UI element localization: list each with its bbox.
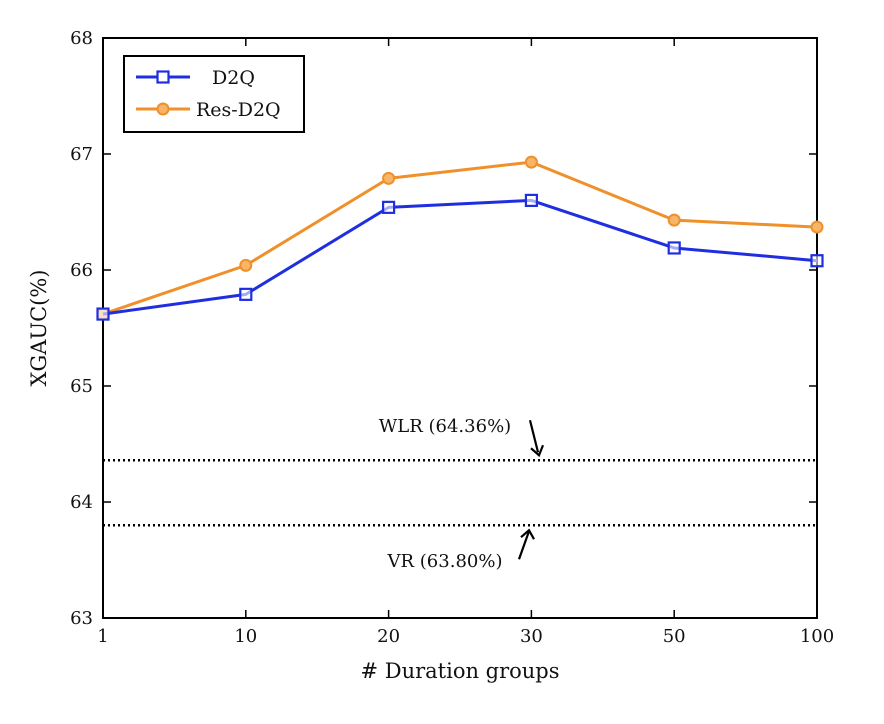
legend-marker-circle: [156, 102, 170, 116]
annotation-arrow: [528, 419, 540, 453]
data-point-d2q: [96, 307, 110, 321]
x-tick-label: 20: [377, 626, 400, 647]
annotation-arrow: [517, 530, 531, 560]
series-d2q: [96, 193, 824, 321]
series-res-d2q: [96, 155, 824, 321]
data-point-d2q: [810, 254, 824, 268]
x-tick-label: 50: [663, 626, 686, 647]
data-point-d2q: [667, 241, 681, 255]
reference-lines: WLR (64.36%) VR (63.80%): [103, 416, 817, 572]
plot-area-frame: [102, 37, 818, 619]
y-tick-label: 63: [70, 608, 93, 629]
x-tick-label: 30: [520, 626, 543, 647]
data-point-d2q: [239, 287, 253, 301]
series-line-res-d2q: [102, 160, 818, 316]
legend-box: [123, 55, 305, 133]
annotation-arrowhead: [520, 528, 535, 540]
x-tick-label: 1: [97, 626, 108, 647]
series-layer: [96, 155, 824, 321]
y-axis-ticks: 63 64 65 66 67 68: [70, 28, 817, 629]
legend-items: D2Q Res-D2Q: [136, 67, 281, 121]
reference-label-wlr: WLR (64.36%): [379, 416, 511, 437]
y-tick-label: 64: [70, 492, 93, 513]
x-axis-label: # Duration groups: [360, 659, 559, 683]
y-tick-label: 68: [70, 28, 93, 49]
y-axis-label: XGAUC(%): [27, 270, 51, 387]
annotation-arrowhead: [530, 444, 545, 458]
data-point-res-d2q: [810, 220, 824, 234]
y-tick-label: 65: [70, 376, 93, 397]
x-tick-label: 10: [234, 626, 257, 647]
legend-label: Res-D2Q: [196, 99, 281, 121]
data-point-res-d2q: [667, 213, 681, 227]
data-point-d2q: [524, 193, 539, 207]
data-point-res-d2q: [239, 258, 253, 272]
y-tick-label: 67: [70, 144, 93, 165]
legend-item-res-d2q: Res-D2Q: [136, 99, 281, 121]
x-tick-label: 100: [800, 626, 834, 647]
legend: D2Q Res-D2Q: [123, 55, 305, 133]
legend-label: D2Q: [212, 67, 255, 89]
x-axis-ticks: 1 10 20 30 50 100: [97, 38, 834, 647]
legend-marker-square: [156, 70, 170, 84]
series-line-d2q: [102, 198, 818, 316]
data-point-d2q: [382, 200, 396, 214]
y-tick-label: 66: [70, 260, 93, 281]
legend-item-d2q: D2Q: [136, 67, 255, 89]
data-point-res-d2q: [382, 171, 396, 185]
data-point-res-d2q: [524, 155, 538, 169]
reference-label-vr: VR (63.80%): [387, 551, 503, 572]
